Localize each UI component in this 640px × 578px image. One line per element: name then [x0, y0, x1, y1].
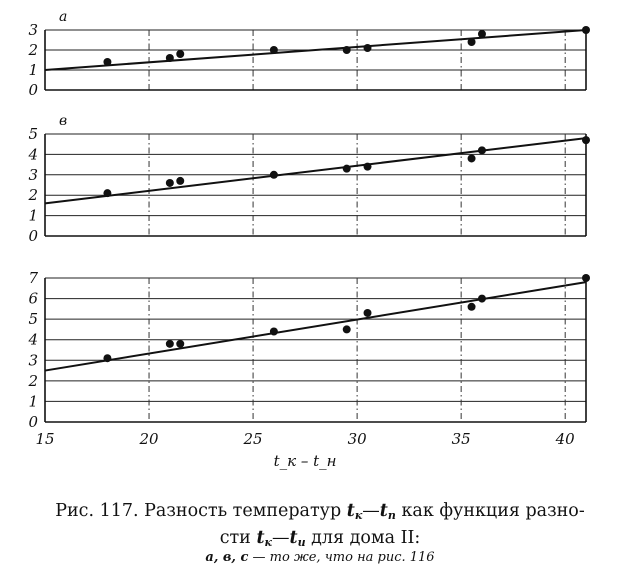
caption-subline: а, в, с — то же, что на рис. 116	[0, 550, 640, 565]
y-tick-label: 5	[28, 125, 38, 143]
y-tick-label: 7	[28, 269, 38, 287]
symbol-t-p: tп	[379, 501, 396, 522]
y-tick-label: 6	[28, 290, 38, 308]
regression-line	[44, 29, 587, 71]
caption-sub-text: — то же, что на рис. 116	[252, 550, 435, 565]
x-tick-label: 25	[243, 430, 263, 448]
caption-text-4: для дома II:	[311, 528, 421, 548]
y-tick-label: 5	[28, 310, 38, 328]
y-tick-label: 2	[27, 186, 38, 204]
data-point	[363, 44, 372, 52]
y-tick-label: 2	[27, 372, 38, 390]
y-tick-label: 0	[28, 227, 38, 245]
data-point	[582, 26, 590, 34]
symbol-t-k: tк	[346, 501, 363, 522]
data-point	[269, 46, 278, 54]
panel-label: в	[59, 113, 67, 129]
regression-line	[44, 281, 587, 372]
data-point	[269, 170, 278, 179]
data-point	[176, 50, 185, 58]
caption-line-2: сти tк—tи для дома II:	[0, 527, 640, 554]
caption-dash-1: —	[362, 501, 380, 521]
caption-dash-2: —	[271, 528, 290, 548]
data-point	[477, 294, 486, 303]
data-point	[176, 176, 185, 185]
y-tick-label: 2	[27, 41, 38, 59]
x-tick-label: 20	[138, 430, 159, 448]
data-point	[467, 154, 476, 163]
x-tick-label: 35	[452, 430, 471, 448]
x-tick-label: 40	[555, 430, 576, 448]
symbol-t-i: tи	[289, 528, 306, 549]
x-tick-label: 30	[348, 430, 368, 448]
figure-caption: Рис. 117. Разность температур tк—tп как …	[0, 500, 640, 554]
caption-line-1: Рис. 117. Разность температур tк—tп как …	[0, 500, 640, 527]
x-tick-label: 15	[35, 430, 54, 448]
y-tick-label: 0	[28, 413, 38, 431]
data-point	[582, 136, 590, 145]
y-tick-label: 3	[28, 21, 38, 39]
data-point	[342, 325, 351, 334]
data-point	[165, 178, 174, 187]
data-point	[165, 339, 174, 348]
data-point	[467, 302, 476, 311]
data-point	[342, 46, 351, 54]
data-point	[165, 54, 174, 62]
scatter-figure: 0 1 2 3 а 0 1 2 3 4 5 в 0 1 2 3 4 5 6 7 15 20 25 30 35 40 t_к – t_…	[27, 9, 590, 470]
y-tick-label: 4	[27, 331, 38, 349]
panel-label: а	[59, 9, 67, 25]
data-point	[363, 162, 372, 171]
data-point	[477, 30, 486, 38]
data-point	[103, 58, 112, 66]
y-tick-label: 3	[28, 166, 38, 184]
y-tick-label: 1	[28, 392, 38, 410]
data-point	[363, 308, 372, 317]
data-point	[103, 354, 112, 363]
caption-sub-letters: а, в, с	[205, 550, 249, 565]
data-point	[103, 189, 112, 198]
data-point	[176, 339, 185, 348]
regression-line	[44, 137, 587, 205]
caption-text-1: Разность температур	[144, 501, 342, 521]
data-point	[582, 274, 590, 282]
caption-text-3: сти	[219, 528, 251, 548]
y-tick-label: 1	[28, 207, 38, 225]
y-tick-label: 0	[28, 81, 38, 99]
y-tick-label: 4	[27, 145, 38, 163]
caption-fig-label: Рис. 117.	[55, 501, 139, 521]
data-point	[467, 38, 476, 46]
data-point	[342, 164, 351, 173]
symbol-t-k2: tк	[256, 528, 272, 549]
caption-text-2: как функция разно-	[401, 501, 585, 521]
y-tick-label: 3	[28, 351, 38, 369]
x-axis-label: t_к – t_н	[274, 452, 337, 470]
data-point	[269, 327, 278, 336]
data-point	[477, 146, 486, 155]
y-tick-label: 1	[28, 61, 38, 79]
